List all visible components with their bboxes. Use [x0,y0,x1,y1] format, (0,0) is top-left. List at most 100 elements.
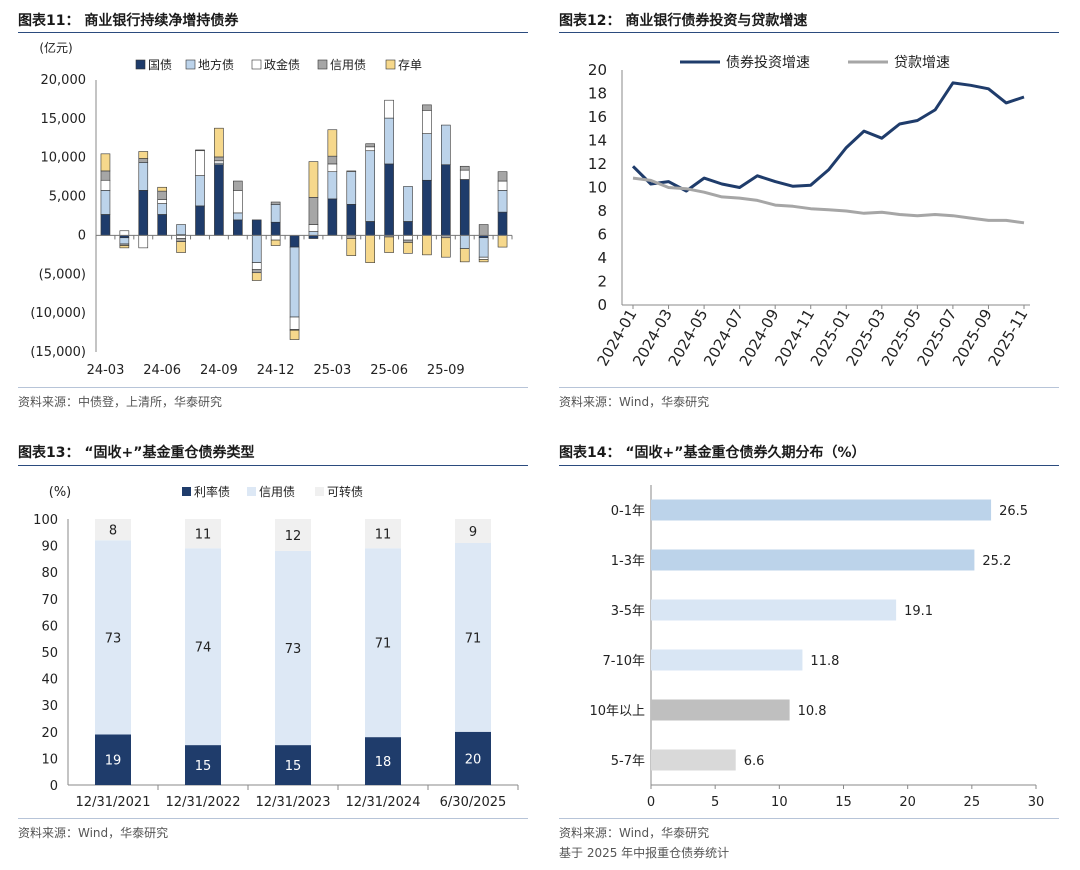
chart13-ytick-label: 80 [41,566,58,581]
chart11-bar-segment [384,236,394,253]
chart13-ytick-label: 0 [50,779,58,794]
chart11-bar-segment [100,153,111,172]
chart13-ytick-label: 10 [41,752,58,767]
chart13-xtick-label: 12/31/2023 [256,795,331,810]
chart12-ytick-label: 16 [588,108,607,126]
chart13-data-label: 20 [465,752,482,767]
chart13-ytick-label: 100 [33,513,58,528]
chart14-category-label: 0-1年 [611,504,645,519]
chart14-bar [651,499,992,521]
chart11-legend-label: 国债 [148,58,172,72]
chart13-bar-segment [185,519,221,549]
chart11-bar-segment [459,165,470,171]
chart13-ytick-label: 90 [41,540,58,555]
chart13-data-label: 18 [375,755,392,770]
chart12-legend-label: 贷款增速 [894,55,950,71]
chart11-bar-segment [157,186,167,192]
chart12-ytick-label: 0 [597,296,607,314]
chart13-bar-segment [95,734,131,785]
chart12-ytick-label: 4 [597,249,607,267]
chart13-legend-label: 信用债 [259,485,295,499]
chart11-legend-swatch [135,59,146,70]
chart11-legend-label: 地方债 [198,57,234,72]
chart13-data-label: 74 [195,641,212,656]
chart11-xtick-label: 24-03 [87,363,125,378]
chart11-ytick-label: 20,000 [41,73,87,88]
chart11-bar-segment [384,99,394,119]
chart13-unit-label: (%) [49,485,72,500]
chart13-title-rule [18,465,528,466]
chart12-ytick-label: 18 [588,85,607,103]
chart13-legend-swatch [247,487,256,496]
chart12-ytick-label: 12 [588,155,607,173]
chart11-bar-segment [327,129,338,157]
chart14-bar [651,749,736,771]
chart13-legend-swatch [182,487,191,496]
chart12-series-line-loan [632,176,1025,225]
chart14-bar [651,549,975,571]
chart14-category-label: 1-3年 [611,554,645,569]
chart14-title: 图表14： “固收+”基金重仓债券久期分布（%） [559,445,866,461]
chart11-xtick-label: 24-06 [143,363,181,378]
chart13-legend-label: 利率债 [194,484,230,499]
chart11-bar-segment [422,104,432,111]
chart14-category-label: 10年以上 [589,704,645,719]
chart11-ytick-label: 5,000 [49,190,86,205]
chart11-bar-segment [497,171,508,182]
chart11-title: 图表11： 商业银行持续净增持债券 [18,13,239,29]
chart13-xtick-label: 12/31/2022 [166,795,241,810]
chart13-data-label: 71 [465,631,482,646]
chart14-category-label: 3-5年 [611,604,645,619]
chart14-category-label: 5-7年 [611,754,645,769]
chart11-bar-segment [459,248,470,263]
chart11-bar-segment [478,259,489,263]
chart11-xtick-label: 25-09 [427,363,465,378]
chart14-xtick-label: 15 [835,795,852,810]
chart13-xtick-label: 6/30/2025 [440,795,507,810]
chart11-bar-segment [214,127,224,158]
chart12-legend-label: 债券投资增速 [726,55,810,71]
chart12-source: 资料来源：Wind，华泰研究 [559,395,710,409]
chart11-xtick-label: 24-12 [257,363,295,378]
chart13-data-label: 15 [195,759,212,774]
chart11-legend-label: 政金债 [264,57,300,72]
chart14-data-label: 19.1 [904,604,933,619]
chart13-legend-label: 可转债 [327,484,363,499]
chart11-ytick-label: 10,000 [41,151,87,166]
chart14-xtick-label: 0 [647,795,655,810]
chart13-data-label: 8 [109,524,117,539]
chart12-title-rule [559,32,1059,33]
chart11-title-rule [18,32,528,33]
chart11-bar-segment [119,245,130,249]
chart13-legend-swatch [315,487,324,496]
chart14-xtick-label: 25 [964,795,981,810]
chart11-legend-swatch [385,59,396,70]
chart13-data-label: 73 [285,642,302,657]
chart14-xtick-label: 30 [1028,795,1045,810]
chart11-bar-segment [289,329,300,340]
chart12-ytick-label: 14 [588,132,607,150]
chart13-bar-segment [455,542,491,732]
chart14-bar [651,649,803,671]
chart13-ytick-label: 30 [41,699,58,714]
chart11-source-rule [18,387,528,388]
chart14-data-label: 26.5 [999,504,1028,519]
chart14-xtick-label: 5 [711,795,719,810]
chart13-bar-segment [275,519,311,551]
chart11-legend-swatch [317,59,328,70]
chart11-xtick-label: 24-09 [200,363,238,378]
chart11-bar-segment [365,143,375,148]
chart11-ytick-label: (10,000) [30,306,86,321]
chart13-data-label: 73 [105,631,122,646]
chart14-bar [651,599,897,621]
chart11-legend-label: 存单 [398,58,422,72]
chart11-xtick-label: 25-06 [370,363,408,378]
chart14-xtick-label: 20 [899,795,916,810]
chart11-bar-segment [195,149,205,152]
chart13-ytick-label: 50 [41,646,58,661]
chart11-ytick-label: 0 [78,228,86,243]
chart13-data-label: 19 [105,754,122,769]
chart11-bar-segment [346,238,357,256]
